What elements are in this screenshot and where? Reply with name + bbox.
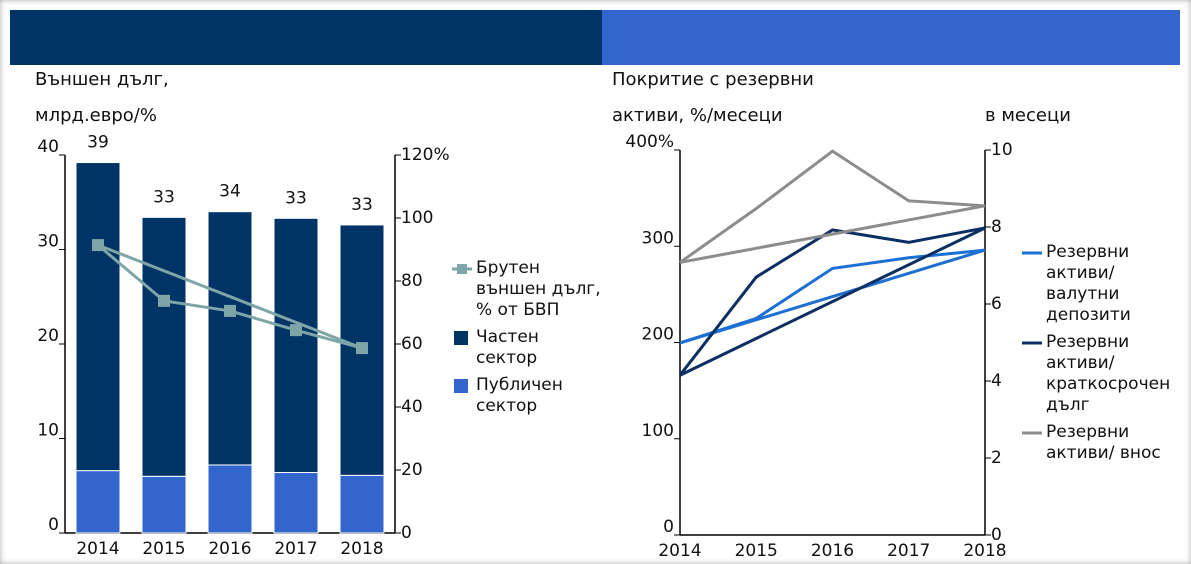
y2-tick-label: 0 <box>991 525 1002 545</box>
legend-label: Резервни активи/ валутни депозити <box>1046 242 1131 325</box>
x-tick-label: 2018 <box>340 539 383 559</box>
y2-tick-label: 100 <box>401 208 433 228</box>
x-tick-label: 2016 <box>811 541 854 561</box>
legend-item: Резервни активи/ краткосрочен дълг <box>1022 332 1182 416</box>
y2-tick-label: 4 <box>991 371 1002 391</box>
x-tick-label: 2015 <box>735 541 778 561</box>
bar <box>207 211 253 466</box>
legend-swatch <box>1022 431 1042 435</box>
banner-right <box>602 10 1180 65</box>
legend-swatch <box>1022 341 1042 345</box>
trend-line <box>679 226 986 377</box>
y-tick-label: 10 <box>37 421 59 441</box>
total-label: 34 <box>219 182 241 202</box>
legend-label: Частен сектор <box>476 327 539 368</box>
swatch-marker <box>457 264 467 274</box>
trend-line <box>97 243 363 350</box>
legend-item: Публичен сектор <box>452 375 602 417</box>
legend: Брутен външен дълг, % от БВП Частен секто… <box>452 258 602 423</box>
legend-label: Резервни активи/ краткосрочен дълг <box>1046 332 1171 415</box>
bar <box>207 464 253 534</box>
y2-tick-label: 20 <box>401 460 423 480</box>
legend-item: Частен сектор <box>452 327 602 369</box>
y-tick-label: 100 <box>642 421 674 441</box>
legend-label: Брутен външен дълг, % от БВП <box>476 258 601 320</box>
y2-tick-label: 10 <box>991 140 1013 160</box>
legend: Резервни активи/ валутни депозити Резервн… <box>1022 242 1182 470</box>
y2-tick-label: 60 <box>401 334 423 354</box>
x-tick-label: 2014 <box>658 541 701 561</box>
marker <box>158 294 170 307</box>
y2-tick-label: 6 <box>991 294 1002 314</box>
legend-swatch <box>454 331 468 345</box>
x-tick-label: 2018 <box>963 541 1006 561</box>
bar <box>273 472 319 534</box>
x-tick-label: 2015 <box>142 539 185 559</box>
y2-tick-label: 40 <box>401 397 423 417</box>
y-tick-label: 0 <box>663 517 674 537</box>
y-tick-label: 30 <box>37 232 59 252</box>
y2-tick-label: 2 <box>991 448 1002 468</box>
y-tick-label: 300 <box>642 228 674 248</box>
y2-tick-label: 80 <box>401 271 423 291</box>
y-tick-label: 0 <box>48 515 59 535</box>
line <box>679 149 986 264</box>
bar <box>141 475 187 534</box>
bar <box>273 217 319 474</box>
legend-label: Резервни активи/ внос <box>1046 422 1161 463</box>
y2-tick-label: 120% <box>401 145 450 165</box>
x-tick-label: 2017 <box>274 539 317 559</box>
line <box>678 226 986 377</box>
swatch <box>454 331 468 345</box>
marker <box>290 324 302 337</box>
chart-title: Покритие с резервни активи, %/месеци <box>612 69 814 126</box>
swatch <box>454 379 468 393</box>
bar <box>339 474 385 534</box>
bar <box>75 162 121 472</box>
y2-tick-label: 0 <box>401 523 412 543</box>
y-tick-label: 20 <box>37 326 59 346</box>
total-label: 33 <box>153 187 175 207</box>
total-label: 33 <box>351 195 373 215</box>
y2-tick-label: 8 <box>991 217 1002 237</box>
total-label: 39 <box>87 133 109 153</box>
legend-swatch <box>1022 251 1042 255</box>
legend-item: Резервни активи/ внос <box>1022 422 1182 464</box>
total-label: 33 <box>285 188 307 208</box>
bar <box>75 470 121 534</box>
marker <box>356 342 368 355</box>
y-tick-label: 200 <box>642 325 674 345</box>
x-tick-label: 2016 <box>208 539 251 559</box>
line <box>679 248 986 345</box>
trend-line <box>679 204 986 264</box>
legend-swatch <box>454 379 468 393</box>
x-tick-label: 2014 <box>76 539 119 559</box>
y2-title: в месеци <box>985 105 1071 126</box>
chart-title: Външен дълг, млрд.евро/% <box>35 69 169 126</box>
legend-swatch <box>452 264 472 274</box>
legend-item: Резервни активи/ валутни депозити <box>1022 242 1182 326</box>
y-tick-label: 40 <box>37 137 59 157</box>
legend-item: Брутен външен дълг, % от БВП <box>452 258 602 321</box>
banner-left <box>10 10 602 65</box>
y-tick-label: 400% <box>625 132 674 152</box>
bar <box>141 216 187 477</box>
legend-label: Публичен сектор <box>476 375 563 416</box>
marker <box>92 239 104 252</box>
x-tick-label: 2017 <box>887 541 930 561</box>
marker <box>224 304 236 317</box>
